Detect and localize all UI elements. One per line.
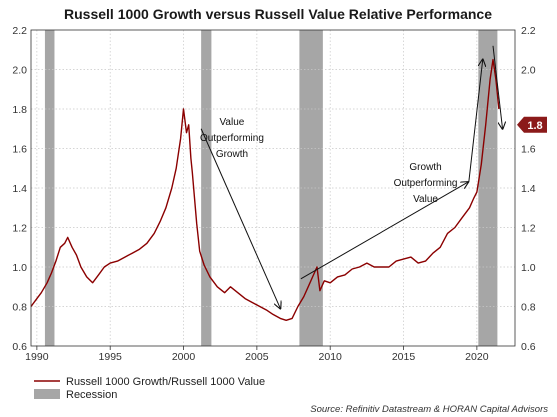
x-tick-label: 2015 bbox=[392, 351, 416, 363]
y-tick-label-right: 0.8 bbox=[521, 302, 536, 314]
y-tick-label-left: 1.4 bbox=[12, 183, 27, 195]
legend: Russell 1000 Growth/Russell 1000 Value R… bbox=[34, 376, 265, 401]
y-tick-label-right: 1.2 bbox=[521, 223, 536, 235]
annotation-label-1: Value Outperforming Growth bbox=[200, 117, 264, 160]
y-tick-label-left: 1.8 bbox=[12, 104, 27, 116]
y-tick-label-left: 2.0 bbox=[12, 65, 27, 77]
x-tick-label: 2000 bbox=[172, 351, 196, 363]
x-tick-label: 2005 bbox=[245, 351, 269, 363]
y-tick-label-left: 0.8 bbox=[12, 302, 27, 314]
legend-label-series: Russell 1000 Growth/Russell 1000 Value bbox=[66, 376, 265, 388]
x-tick-label: 2020 bbox=[465, 351, 489, 363]
y-tick-label-right: 1.6 bbox=[521, 144, 536, 156]
y-tick-label-left: 1.0 bbox=[12, 262, 27, 274]
annotation-line: Outperforming bbox=[200, 133, 264, 144]
legend-box-swatch bbox=[34, 389, 60, 399]
source-note: Source: Refinitiv Datastream & HORAN Cap… bbox=[310, 404, 548, 415]
last-value-label: 1.8 bbox=[527, 120, 542, 132]
annotation-arrow-4 bbox=[492, 45, 503, 129]
legend-label-recession: Recession bbox=[66, 389, 117, 401]
y-tick-label-left: 1.6 bbox=[12, 144, 27, 156]
y-tick-label-right: 2.0 bbox=[521, 65, 536, 77]
series-line-1 bbox=[30, 58, 500, 321]
y-tick-label-right: 1.0 bbox=[521, 262, 536, 274]
annotation-line: Value bbox=[220, 117, 245, 128]
annotation-line: Growth bbox=[409, 162, 441, 173]
annotation-line: Value bbox=[413, 194, 438, 205]
x-tick-label: 2010 bbox=[319, 351, 343, 363]
annotation-arrow-2 bbox=[300, 182, 468, 280]
annotation-line: Outperforming bbox=[394, 178, 458, 189]
y-tick-label-left: 1.2 bbox=[12, 223, 27, 235]
y-tick-label-left: 0.6 bbox=[12, 341, 27, 353]
y-tick-label-right: 2.2 bbox=[521, 25, 536, 37]
plot-frame bbox=[30, 29, 516, 347]
x-tick-label: 1995 bbox=[99, 351, 123, 363]
annotation-arrow-1 bbox=[200, 128, 280, 309]
y-tick-label-left: 2.2 bbox=[12, 25, 27, 37]
last-value-badge bbox=[517, 116, 547, 133]
annotation-arrow-3 bbox=[468, 60, 483, 183]
y-tick-label-right: 0.6 bbox=[521, 341, 536, 353]
annotation-label-2: Growth Outperforming Value bbox=[394, 162, 458, 205]
chart-title: Russell 1000 Growth versus Russell Value… bbox=[64, 6, 492, 22]
y-tick-label-right: 1.4 bbox=[521, 183, 536, 195]
annotation-line: Growth bbox=[216, 149, 248, 160]
x-tick-label: 1990 bbox=[25, 351, 49, 363]
